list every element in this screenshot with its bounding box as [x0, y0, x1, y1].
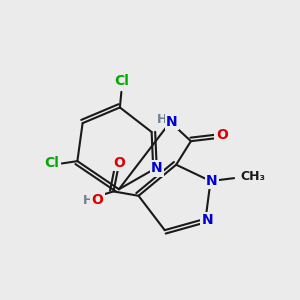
Text: CH₃: CH₃ — [240, 170, 265, 183]
Text: O: O — [92, 193, 103, 207]
Text: O: O — [113, 156, 125, 170]
Text: O: O — [216, 128, 228, 142]
Text: H: H — [82, 194, 93, 207]
Text: N: N — [151, 161, 163, 175]
Text: N: N — [201, 213, 213, 227]
Text: H: H — [157, 113, 167, 126]
Text: Cl: Cl — [114, 74, 129, 88]
Text: Cl: Cl — [45, 157, 59, 170]
Text: N: N — [166, 115, 178, 129]
Text: N: N — [206, 174, 218, 188]
